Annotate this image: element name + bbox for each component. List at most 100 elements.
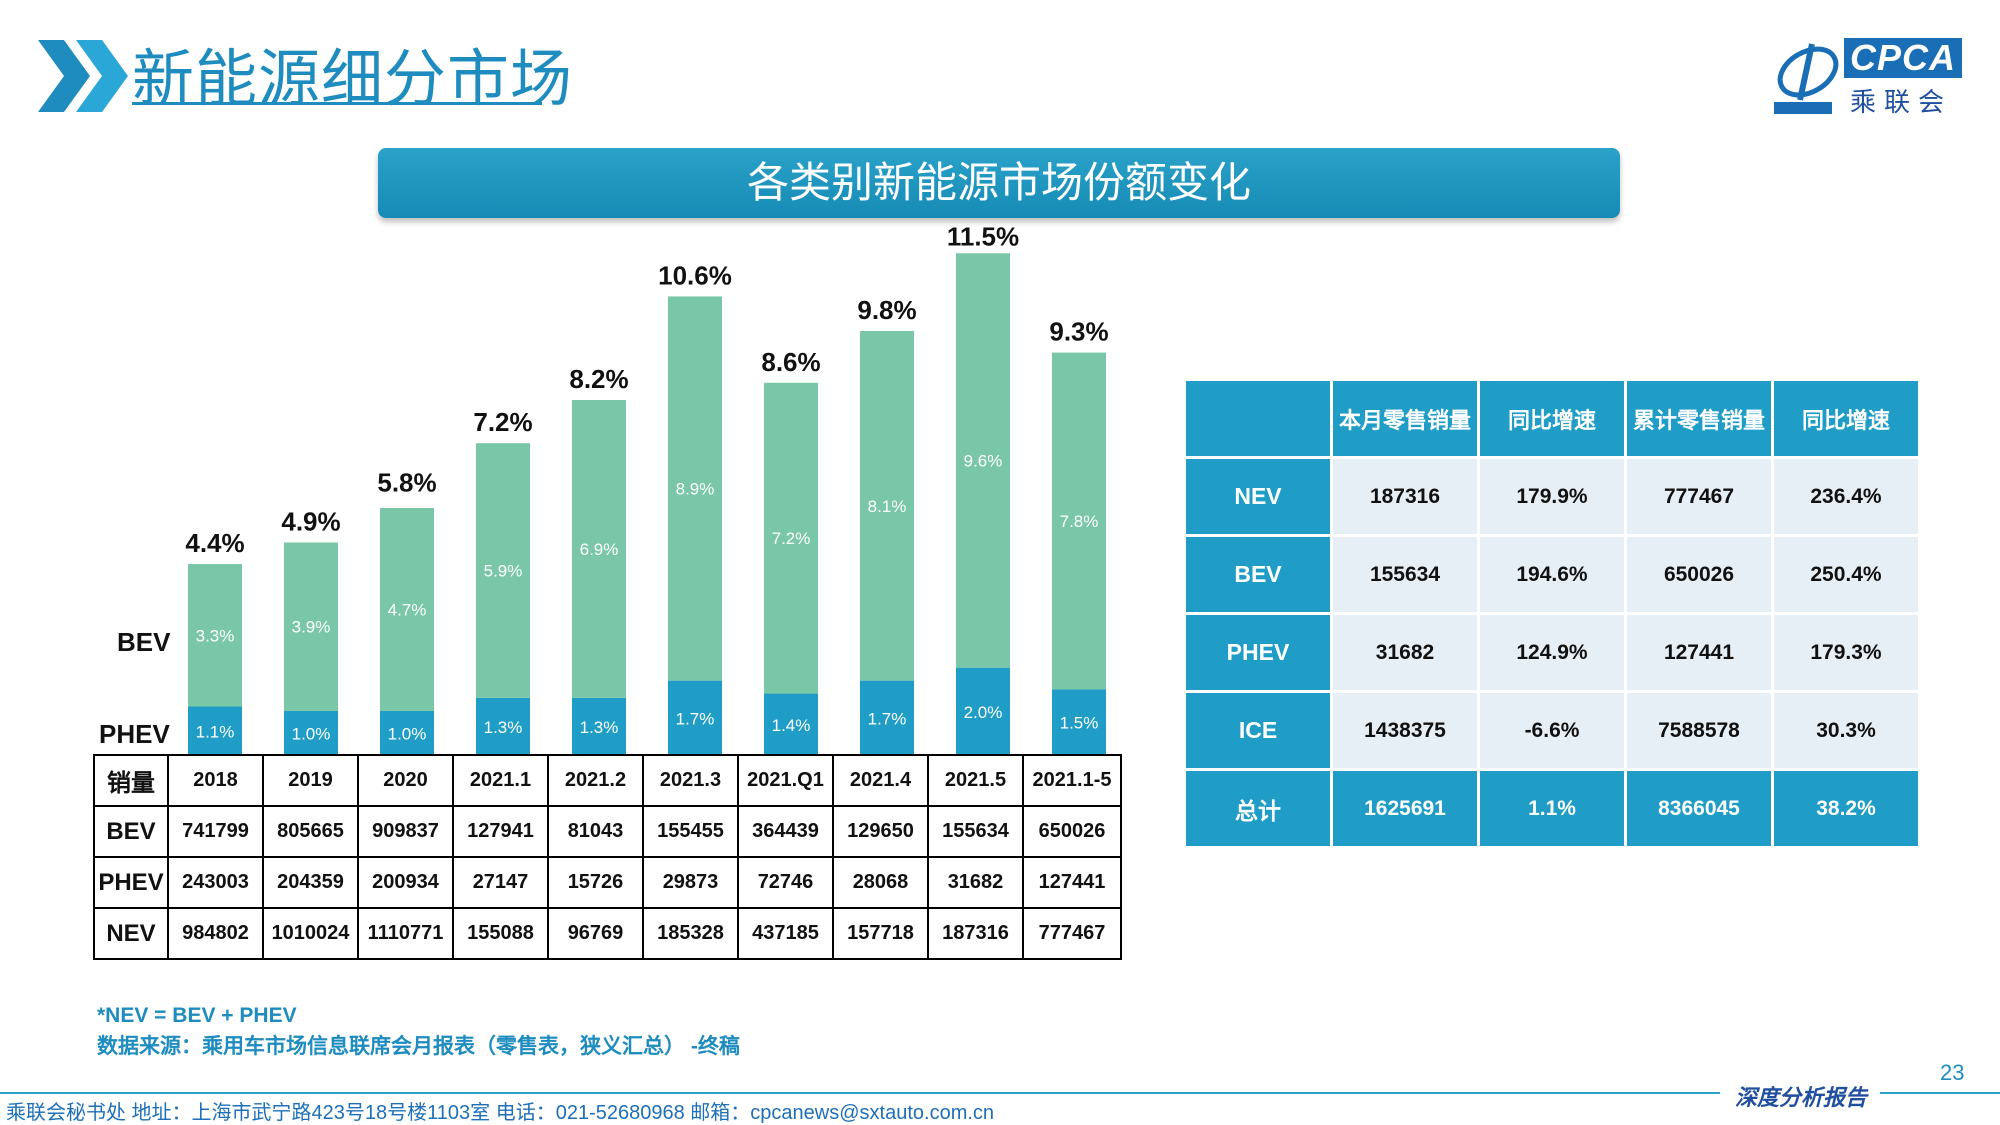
table-cell: 31682 — [1333, 615, 1477, 690]
table-cell: 1625691 — [1333, 771, 1477, 846]
column-header: 2021.1 — [452, 754, 549, 807]
logo-text: CPCA — [1844, 38, 1962, 78]
data-label-bev: 7.2% — [772, 529, 811, 548]
data-label-total: 4.9% — [281, 506, 340, 536]
column-header: 2021.Q1 — [737, 754, 834, 807]
data-label-phev: 1.7% — [868, 709, 907, 728]
bar-bev — [572, 400, 626, 698]
table-cell: 127441 — [1022, 856, 1122, 909]
bar-phev — [764, 693, 818, 754]
data-label-phev: 1.5% — [1060, 714, 1099, 733]
table-row: NEV 984802 1010024 1110771 155088 96769 … — [93, 907, 1122, 960]
data-label-total: 9.3% — [1049, 317, 1108, 347]
footer-contact-info: 乘联会秘书处 地址：上海市武宁路423号18号楼1103室 电话：021-526… — [6, 1102, 995, 1124]
table-cell: 28068 — [832, 856, 929, 909]
table-header-row: 销量 2018 2019 2020 2021.1 2021.2 2021.3 2… — [93, 754, 1122, 807]
bar-phev — [1052, 689, 1106, 754]
table-cell: 27147 — [452, 856, 549, 909]
data-label-bev: 6.9% — [580, 540, 619, 559]
bar-bev — [764, 382, 818, 694]
table-cell: 1.1% — [1480, 771, 1624, 846]
formula-note: *NEV = BEV + PHEV — [97, 1004, 297, 1027]
table-cell: 984802 — [167, 907, 264, 960]
table-cell: 194.6% — [1480, 537, 1624, 612]
table-cell: 204359 — [262, 856, 359, 909]
data-label-bev: 3.9% — [292, 618, 331, 637]
table-cell: 909837 — [357, 805, 454, 858]
table-cell: 15726 — [547, 856, 644, 909]
table-cell: -6.6% — [1480, 693, 1624, 768]
data-label-bev: 9.6% — [964, 451, 1003, 470]
table-cell: 187316 — [927, 907, 1024, 960]
data-label-bev: 8.9% — [676, 480, 715, 499]
table-cell: 364439 — [737, 805, 834, 858]
bar-phev — [284, 710, 338, 754]
table-header-label: 销量 — [93, 754, 169, 807]
table-cell: 31682 — [927, 856, 1024, 909]
table-row-total: 总计 1625691 1.1% 8366045 38.2% — [1186, 771, 1918, 846]
data-label-phev: 1.3% — [484, 718, 523, 737]
table-cell: 236.4% — [1774, 459, 1918, 534]
data-label-total: 9.8% — [857, 295, 916, 325]
data-label-total: 10.6% — [658, 260, 732, 290]
table-cell: 155634 — [927, 805, 1024, 858]
column-header: 2021.4 — [832, 754, 929, 807]
table-cell: 72746 — [737, 856, 834, 909]
row-label: ICE — [1186, 693, 1330, 768]
table-cell: 185328 — [642, 907, 739, 960]
table-cell: 38.2% — [1774, 771, 1918, 846]
table-cell: 179.9% — [1480, 459, 1624, 534]
data-label-total: 8.6% — [761, 347, 820, 377]
table-cell: 127941 — [452, 805, 549, 858]
table-row: PHEV 31682 124.9% 127441 179.3% — [1186, 615, 1918, 690]
row-label: PHEV — [1186, 615, 1330, 690]
column-header: 2020 — [357, 754, 454, 807]
column-header: 2021.1-5 — [1022, 754, 1122, 807]
data-label-bev: 8.1% — [868, 497, 907, 516]
column-header: 2019 — [262, 754, 359, 807]
table-cell: 81043 — [547, 805, 644, 858]
bar-bev — [380, 507, 434, 711]
cpca-logo: CPCA 乘联会 — [1772, 38, 1972, 118]
footer-divider — [1880, 1092, 2000, 1094]
table-cell: 96769 — [547, 907, 644, 960]
bar-bev — [860, 330, 914, 681]
page-number: 23 — [1940, 1060, 1965, 1085]
report-label: 深度分析报告 — [1735, 1085, 1868, 1110]
column-header: 同比增速 — [1480, 381, 1624, 456]
table-cell: 187316 — [1333, 459, 1477, 534]
bar-phev — [188, 706, 242, 754]
corner-cell — [1186, 381, 1330, 456]
data-label-total: 4.4% — [185, 528, 244, 558]
row-label: BEV — [93, 805, 169, 858]
data-label-bev: 7.8% — [1060, 512, 1099, 531]
column-header: 同比增速 — [1774, 381, 1918, 456]
series-label-phev: PHEV — [99, 719, 170, 749]
data-label-total: 5.8% — [377, 468, 436, 498]
table-cell: 1110771 — [357, 907, 454, 960]
row-label: NEV — [93, 907, 169, 960]
column-header: 2018 — [167, 754, 264, 807]
column-header: 2021.2 — [547, 754, 644, 807]
table-header-row: 本月零售销量 同比增速 累计零售销量 同比增速 — [1186, 381, 1918, 456]
table-cell: 8366045 — [1627, 771, 1771, 846]
table-cell: 250.4% — [1774, 537, 1918, 612]
data-label-phev: 1.4% — [772, 716, 811, 735]
data-label-bev: 3.3% — [196, 626, 235, 645]
column-header: 本月零售销量 — [1333, 381, 1477, 456]
table-cell: 243003 — [167, 856, 264, 909]
chart-banner-title: 各类别新能源市场份额变化 — [378, 148, 1620, 218]
bar-bev — [1052, 352, 1106, 690]
source-note: 数据来源：乘用车市场信息联席会月报表（零售表，狭义汇总） -终稿 — [97, 1035, 740, 1058]
cpca-emblem-icon — [1774, 43, 1839, 114]
data-label-bev: 4.7% — [388, 600, 427, 619]
bar-phev — [860, 680, 914, 754]
row-label: 总计 — [1186, 771, 1330, 846]
logo-cn-text: 乘联会 — [1850, 87, 1953, 117]
table-cell: 650026 — [1627, 537, 1771, 612]
table-cell: 179.3% — [1774, 615, 1918, 690]
table-cell: 437185 — [737, 907, 834, 960]
bar-phev — [956, 667, 1010, 754]
table-cell: 129650 — [832, 805, 929, 858]
table-cell: 741799 — [167, 805, 264, 858]
